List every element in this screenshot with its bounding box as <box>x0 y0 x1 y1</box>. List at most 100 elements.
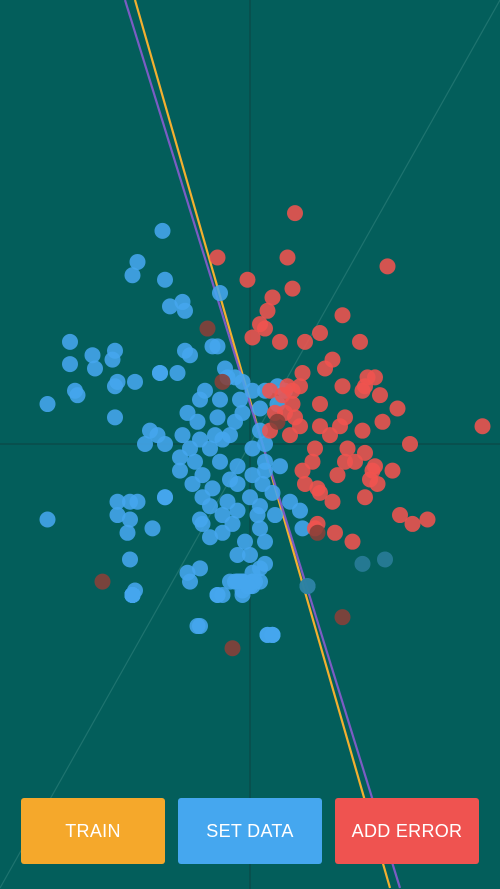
data-point <box>209 409 226 426</box>
data-point <box>242 547 258 563</box>
data-point <box>212 285 228 302</box>
data-point <box>39 511 56 528</box>
data-point <box>62 333 78 350</box>
data-point <box>244 382 261 399</box>
data-point <box>294 364 311 381</box>
data-point <box>109 507 126 524</box>
data-point <box>297 475 313 492</box>
add-error-button[interactable]: ADD ERROR <box>335 798 479 864</box>
data-points <box>39 205 491 657</box>
set-data-button[interactable]: SET DATA <box>178 798 322 864</box>
data-point <box>404 515 421 532</box>
data-point <box>104 351 121 368</box>
data-point <box>344 533 361 550</box>
data-point <box>377 551 393 568</box>
train-button[interactable]: TRAIN <box>21 798 165 864</box>
data-point <box>297 333 313 350</box>
data-point <box>264 484 281 501</box>
data-point <box>229 547 246 563</box>
data-point <box>327 524 343 541</box>
data-point <box>229 458 246 475</box>
data-point <box>264 289 281 306</box>
data-point <box>257 436 273 452</box>
data-point <box>334 307 351 324</box>
data-point <box>182 573 198 590</box>
data-point <box>322 427 338 444</box>
data-point <box>372 387 388 404</box>
data-point <box>279 249 296 266</box>
data-point <box>339 440 356 457</box>
data-point <box>202 529 218 546</box>
data-point <box>94 573 111 590</box>
data-point <box>69 387 86 404</box>
data-point <box>329 467 346 484</box>
data-point <box>419 511 436 528</box>
data-point <box>192 391 208 408</box>
data-point <box>212 453 228 470</box>
data-point <box>107 409 123 426</box>
data-point <box>229 475 246 492</box>
data-point <box>137 436 153 452</box>
data-point <box>284 280 301 297</box>
data-point <box>62 356 78 373</box>
data-point <box>402 436 418 452</box>
data-point <box>224 640 241 657</box>
data-point <box>312 396 328 413</box>
data-point <box>234 404 251 421</box>
data-point <box>384 462 401 479</box>
data-point <box>354 555 371 572</box>
data-point <box>144 520 161 537</box>
data-point <box>109 493 126 510</box>
data-point <box>287 205 303 222</box>
data-point <box>157 489 173 506</box>
data-point <box>239 271 256 288</box>
data-point <box>124 267 141 284</box>
data-point <box>292 378 308 395</box>
data-point <box>257 320 273 337</box>
data-point <box>252 520 268 537</box>
data-point <box>127 373 143 390</box>
data-point <box>39 396 56 413</box>
data-point <box>214 524 231 541</box>
data-point <box>374 413 391 430</box>
data-point <box>237 533 253 550</box>
data-point <box>354 422 371 439</box>
data-point <box>157 436 173 452</box>
data-point <box>252 400 268 417</box>
data-point <box>312 325 328 341</box>
data-point <box>194 515 211 532</box>
data-point <box>389 400 406 417</box>
data-point <box>347 453 363 470</box>
data-point <box>214 373 231 390</box>
data-point <box>157 271 173 288</box>
data-point <box>357 489 373 506</box>
data-point <box>169 364 186 381</box>
data-point <box>209 338 226 355</box>
data-point <box>354 382 371 399</box>
data-point <box>154 222 171 239</box>
data-point <box>202 440 218 457</box>
data-point <box>212 391 228 408</box>
data-point <box>259 302 276 319</box>
data-point <box>232 391 248 408</box>
data-point <box>249 507 266 524</box>
data-point <box>267 507 283 524</box>
data-point <box>334 378 351 395</box>
data-point <box>192 560 208 577</box>
data-point <box>264 626 281 643</box>
data-point <box>392 507 408 524</box>
data-point <box>172 462 188 479</box>
data-point <box>214 586 231 603</box>
button-bar: TRAIN SET DATA ADD ERROR <box>0 798 500 864</box>
data-point <box>172 449 188 466</box>
data-point <box>119 524 136 541</box>
data-point <box>282 427 298 444</box>
data-point <box>244 329 261 346</box>
data-point <box>257 462 273 479</box>
data-point <box>162 298 178 315</box>
data-point <box>107 378 123 395</box>
data-point <box>182 347 198 364</box>
data-point <box>352 333 368 350</box>
